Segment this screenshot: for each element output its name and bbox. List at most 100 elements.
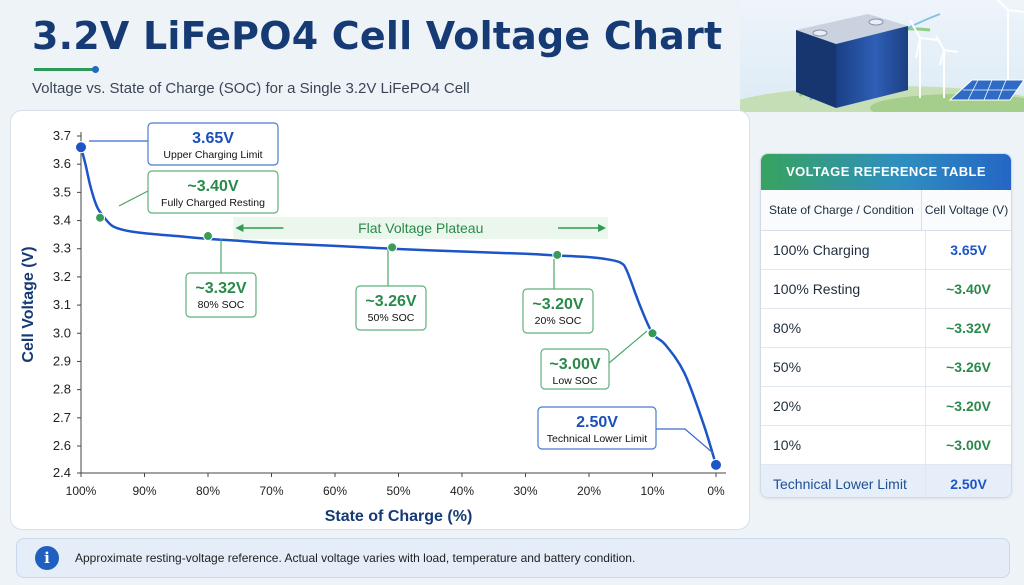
- callout-box: [147, 122, 279, 166]
- data-point: [203, 231, 213, 242]
- title-dot: [92, 66, 99, 73]
- table-row: 20% ~3.20V: [761, 387, 1011, 426]
- row-voltage: ~3.20V: [946, 398, 991, 414]
- reference-table-header: State of Charge / Condition Cell Voltage…: [761, 190, 1011, 231]
- table-row: 50% ~3.26V: [761, 348, 1011, 387]
- row-voltage: 2.50V: [950, 475, 987, 492]
- data-point: [95, 212, 106, 223]
- callout-value: ~3.32V: [195, 280, 246, 297]
- y-tick-label: 3.2: [53, 269, 71, 284]
- row-condition: 10%: [761, 426, 926, 464]
- callout-box: [185, 272, 257, 318]
- row-condition: 100% Charging: [761, 231, 926, 269]
- callout-leader: [608, 330, 648, 364]
- y-tick-label: 2.9: [53, 353, 71, 368]
- voltage-reference-table: VOLTAGE REFERENCE TABLE State of Charge …: [760, 153, 1012, 498]
- y-tick-label: 3.5: [53, 184, 71, 199]
- data-point: [552, 249, 563, 260]
- x-tick-label: 80%: [196, 484, 220, 498]
- callout-value: 3.65V: [192, 130, 234, 147]
- callout-value: ~3.00V: [549, 356, 600, 373]
- info-text: Approximate resting-voltage reference. A…: [75, 551, 636, 565]
- row-condition: 80%: [761, 309, 926, 347]
- row-voltage: ~3.40V: [946, 281, 991, 297]
- callout-box: [537, 406, 657, 450]
- data-point: [710, 458, 722, 471]
- hero-illustration: [740, 0, 1024, 112]
- x-tick-label: 0%: [707, 484, 725, 498]
- x-tick-label: 10%: [640, 484, 664, 498]
- plateau-label: Flat Voltage Plateau: [358, 220, 483, 236]
- info-bar: i Approximate resting-voltage reference.…: [16, 538, 1010, 578]
- voltage-chart: 3.7 3.6 3.5 3.4 3.3 3.2 3.1 3.0 2.9 2.8 2.7 2.6 2.4 1…: [20, 122, 726, 525]
- data-point: [387, 242, 398, 253]
- page-subtitle: Voltage vs. State of Charge (SOC) for a …: [32, 80, 470, 97]
- header-condition: State of Charge / Condition: [761, 190, 922, 230]
- callout-label: Technical Lower Limit: [547, 433, 647, 445]
- x-tick-label: 40%: [450, 484, 474, 498]
- y-tick-label: 3.0: [53, 325, 71, 340]
- header-voltage: Cell Voltage (V): [924, 203, 1009, 217]
- x-tick-label: 20%: [577, 484, 601, 498]
- page-title: 3.2V LiFePO4 Cell Voltage Chart: [32, 14, 723, 58]
- y-tick-label: 3.1: [53, 297, 71, 312]
- callout-label: Low SOC: [553, 375, 598, 387]
- plateau-arrowhead-left: [235, 224, 244, 232]
- callout-box: [540, 348, 610, 390]
- x-axis-label: State of Charge (%): [325, 508, 473, 525]
- y-tick-label: 2.6: [53, 438, 71, 453]
- y-tick-label: 2.7: [53, 410, 71, 425]
- table-row: Technical Lower Limit 2.50V: [761, 465, 1011, 497]
- callout-label: 80% SOC: [198, 299, 245, 311]
- row-voltage: ~3.26V: [946, 359, 991, 375]
- y-tick-label: 3.7: [53, 128, 71, 143]
- row-condition: 50%: [761, 348, 926, 386]
- callout-label: 50% SOC: [368, 312, 415, 324]
- callout-box: [522, 288, 594, 334]
- data-point: [647, 328, 658, 339]
- table-row: 100% Resting ~3.40V: [761, 270, 1011, 309]
- row-condition: 100% Resting: [761, 270, 926, 308]
- battery-cell-icon: [796, 14, 908, 108]
- solar-panel-icon: [948, 79, 1024, 101]
- table-row: 100% Charging 3.65V: [761, 231, 1011, 270]
- row-voltage: ~3.00V: [946, 437, 991, 453]
- row-voltage: ~3.32V: [946, 320, 991, 336]
- plateau-band: [233, 217, 609, 239]
- y-tick-label: 3.4: [53, 213, 71, 228]
- y-tick-label: 2.8: [53, 382, 71, 397]
- x-tick-label: 70%: [259, 484, 283, 498]
- row-condition: Technical Lower Limit: [761, 465, 926, 497]
- callout-value: ~3.40V: [187, 178, 238, 195]
- info-icon: i: [35, 546, 59, 570]
- x-tick-label: 60%: [323, 484, 347, 498]
- callout-value: ~3.26V: [365, 293, 416, 310]
- callout-value: ~3.20V: [532, 296, 583, 313]
- x-tick-label: 50%: [386, 484, 410, 498]
- wind-turbine-icon: [909, 0, 1024, 98]
- y-tick-label: 3.3: [53, 241, 71, 256]
- callout-box: [355, 285, 427, 331]
- callout-leader: [118, 190, 149, 207]
- chart-panel: 3.7 3.6 3.5 3.4 3.3 3.2 3.1 3.0 2.9 2.8 2.7 2.6 2.4 1…: [10, 110, 750, 530]
- callout-leader: [656, 428, 714, 454]
- y-tick-label: 2.4: [53, 465, 71, 480]
- y-axis-label: Cell Voltage (V): [20, 246, 37, 362]
- data-point: [75, 141, 87, 154]
- callout-value: 2.50V: [576, 414, 618, 431]
- row-voltage: 3.65V: [950, 242, 987, 258]
- callout-label: Fully Charged Resting: [161, 197, 265, 209]
- title-underline: [34, 68, 94, 71]
- y-tick-label: 3.6: [53, 156, 71, 171]
- table-row: 10% ~3.00V: [761, 426, 1011, 465]
- x-tick-label: 90%: [132, 484, 156, 498]
- row-condition: 20%: [761, 387, 926, 425]
- plateau-arrowhead-right: [598, 224, 607, 232]
- reference-table-title: VOLTAGE REFERENCE TABLE: [761, 154, 1011, 190]
- table-row: 80% ~3.32V: [761, 309, 1011, 348]
- callout-box: [147, 170, 279, 214]
- callout-label: 20% SOC: [535, 315, 582, 327]
- x-tick-label: 30%: [513, 484, 537, 498]
- x-tick-label: 100%: [66, 484, 97, 498]
- callout-label: Upper Charging Limit: [163, 149, 262, 161]
